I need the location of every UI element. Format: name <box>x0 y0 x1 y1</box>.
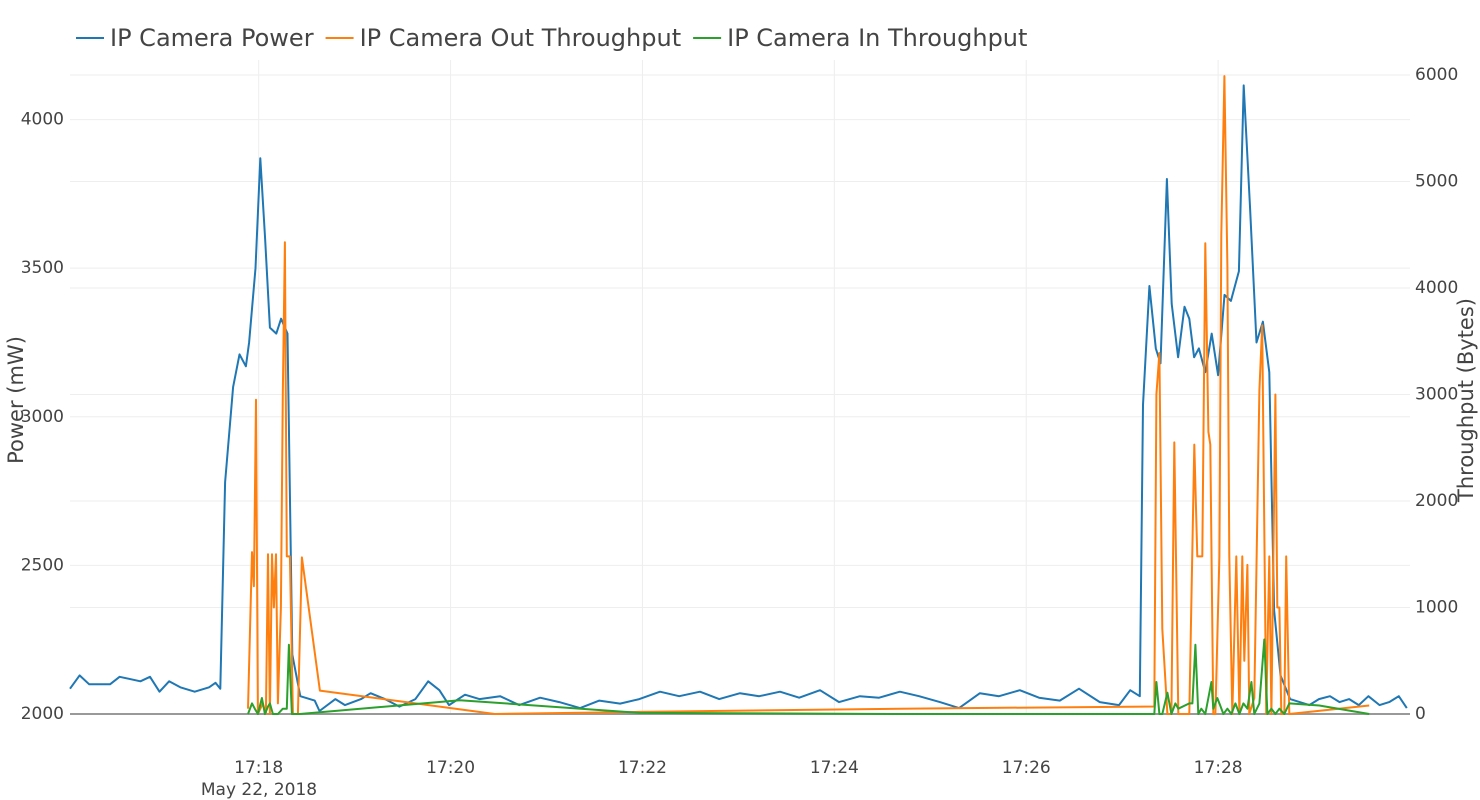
y2-tick-label: 3000 <box>1415 385 1458 405</box>
y-tick-label: 2500 <box>21 555 64 575</box>
y2-tick-label: 1000 <box>1415 598 1458 618</box>
x-tick-label: 17:20 <box>426 758 475 778</box>
series-line <box>69 84 1408 712</box>
y-tick-label: 3000 <box>21 407 64 427</box>
y2-tick-label: 5000 <box>1415 172 1458 192</box>
x-tick-label: 17:26 <box>1002 758 1051 778</box>
y2-tick-label: 6000 <box>1415 65 1458 85</box>
x-tick-label: 17:24 <box>810 758 859 778</box>
grid <box>70 60 1410 715</box>
y-axis-title: Power (mW) <box>4 336 28 464</box>
legend-label: IP Camera Out Throughput <box>360 24 682 52</box>
x-tick-label: 17:28 <box>1194 758 1243 778</box>
y-tick-label: 4000 <box>21 110 64 130</box>
y2-tick-label: 2000 <box>1415 491 1458 511</box>
x-date-label: May 22, 2018 <box>201 780 317 800</box>
legend-label: IP Camera In Throughput <box>727 24 1027 52</box>
y2-axis-title: Throughput (Bytes) <box>1454 298 1478 503</box>
y-tick-label: 3500 <box>21 258 64 278</box>
y2-tick-label: 4000 <box>1415 278 1458 298</box>
y-tick-label: 2000 <box>21 704 64 724</box>
legend-label: IP Camera Power <box>110 24 314 52</box>
x-tick-label: 17:22 <box>618 758 667 778</box>
x-tick-label: 17:18 <box>234 758 283 778</box>
y2-tick-label: 0 <box>1415 704 1426 724</box>
series-line <box>247 638 1370 715</box>
series-line <box>247 75 1370 715</box>
